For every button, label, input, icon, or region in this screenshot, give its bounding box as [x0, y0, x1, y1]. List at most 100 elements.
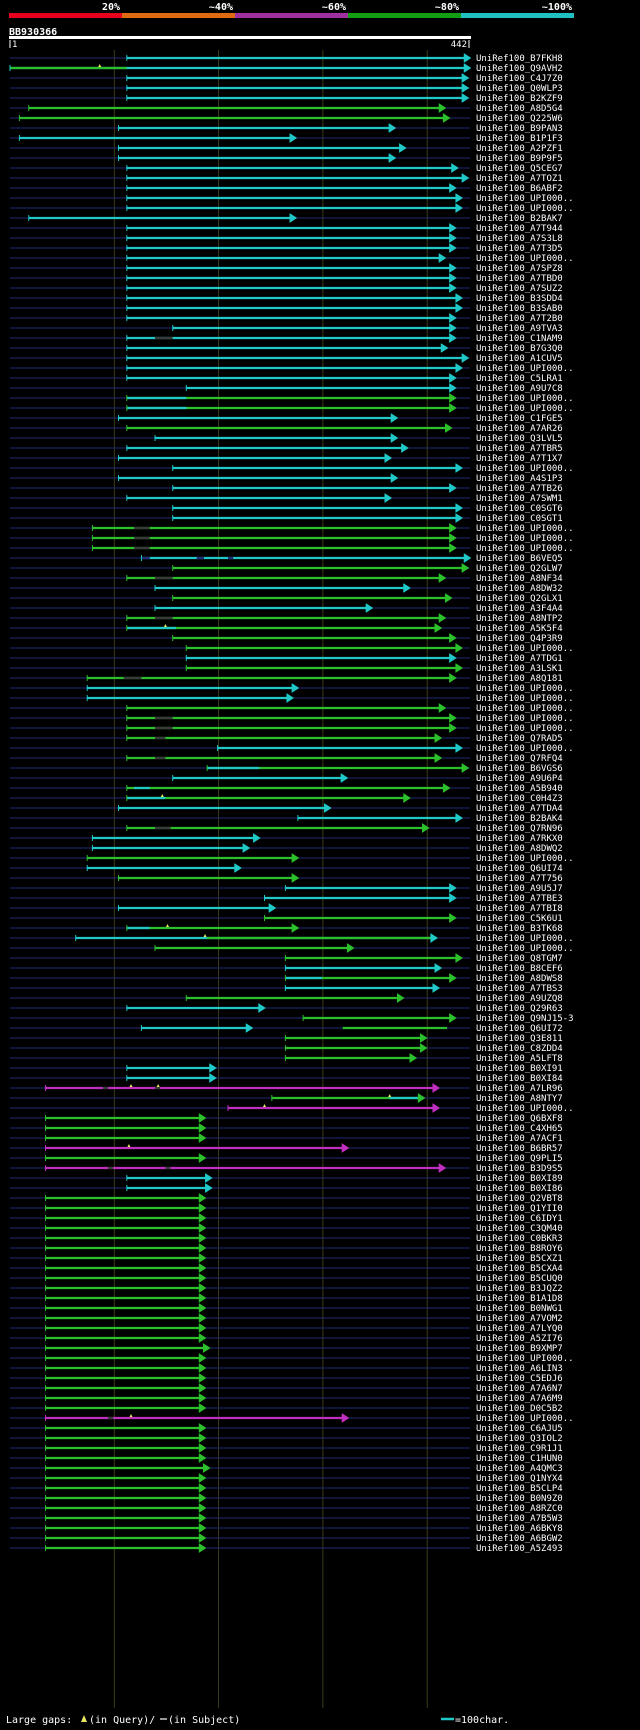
hit-arrow-icon: [438, 253, 447, 263]
hit-arrow-icon: [341, 1413, 350, 1423]
hit-label: UniRef100_UPI000..: [476, 204, 574, 214]
hit-label: UniRef100_UPI000..: [476, 524, 574, 534]
hit-arrow-icon: [434, 623, 443, 633]
hit-row: UniRef100_B5CXA4: [10, 1263, 563, 1274]
hit-label: UniRef100_A8DWQ2: [476, 844, 563, 854]
hit-row: UniRef100_A8NTY7: [10, 1093, 563, 1104]
query-gap-marker-icon: [263, 1104, 267, 1107]
hit-row: UniRef100_A9U7C8: [10, 383, 563, 394]
hit-arrow-icon: [449, 323, 457, 333]
hit-row: UniRef100_C1NAM9: [10, 333, 563, 344]
hit-arrow-icon: [341, 1143, 350, 1153]
hit-arrow-icon: [291, 923, 300, 933]
hit-label: UniRef100_B5CUQ0: [476, 1274, 563, 1284]
hit-label: UniRef100_B7FKH8: [476, 54, 563, 64]
hit-arrow-icon: [434, 753, 443, 763]
hit-row: UniRef100_A7RKX0: [10, 833, 563, 844]
hit-arrow-icon: [198, 1233, 207, 1243]
hit-row: UniRef100_Q9AVH2: [9, 63, 563, 74]
hit-row: UniRef100_Q6UI72: [10, 1023, 563, 1034]
hit-arrow-icon: [449, 913, 457, 923]
hit-row: UniRef100_B1P1F3: [10, 133, 563, 144]
hit-label: UniRef100_A2PZF1: [476, 144, 563, 154]
hit-arrow-icon: [455, 643, 464, 653]
query-gap-marker-icon: [160, 794, 164, 797]
hit-arrow-icon: [205, 1183, 213, 1193]
hit-row: UniRef100_B0XI91: [10, 1063, 563, 1074]
hit-label: UniRef100_C6IDY1: [476, 1214, 563, 1224]
hit-label: UniRef100_B3TK68: [476, 924, 563, 934]
hit-row: UniRef100_Q2GLX1: [10, 593, 563, 604]
hit-label: UniRef100_Q6UI72: [476, 1024, 563, 1034]
hit-arrow-icon: [417, 1093, 426, 1103]
hit-label: UniRef100_Q0WLP3: [476, 84, 563, 94]
hit-arrow-icon: [198, 1543, 207, 1553]
hit-arrow-icon: [388, 153, 397, 163]
hit-arrow-icon: [390, 473, 399, 483]
hit-arrow-icon: [291, 873, 300, 883]
hit-row: UniRef100_UPI000..: [10, 683, 574, 694]
hit-row: UniRef100_A7SPZ8: [10, 263, 563, 274]
hit-row: UniRef100_C5K6U1: [10, 913, 563, 924]
hit-arrow-icon: [449, 483, 457, 493]
hit-label: UniRef100_UPI000..: [476, 934, 574, 944]
hit-arrow-icon: [286, 693, 295, 703]
hit-row: UniRef100_B6VEQ5: [10, 553, 563, 564]
hit-arrow-icon: [198, 1293, 207, 1303]
query-gap-marker-icon: [163, 624, 167, 627]
hit-label: UniRef100_C0BKR3: [476, 1234, 563, 1244]
hit-label: UniRef100_UPI000..: [476, 534, 574, 544]
hit-row: UniRef100_B6VGS6: [10, 763, 563, 774]
hit-label: UniRef100_Q7RN96: [476, 824, 563, 834]
hit-row: UniRef100_B0NWG1: [10, 1303, 563, 1314]
hit-label: UniRef100_Q29R63: [476, 1004, 563, 1014]
hit-arrow-icon: [461, 83, 470, 93]
hit-label: UniRef100_C8ZDD4: [476, 1044, 563, 1054]
hit-arrow-icon: [198, 1513, 207, 1523]
hit-row: UniRef100_B0XI84: [10, 1073, 563, 1084]
hit-row: UniRef100_A9TVA3: [10, 323, 563, 334]
hit-label: UniRef100_C3QM40: [476, 1224, 563, 1234]
hit-label: UniRef100_A7S3L8: [476, 234, 563, 244]
hit-arrow-icon: [198, 1433, 207, 1443]
hit-row: UniRef100_A9U5J7: [10, 883, 563, 894]
hit-arrow-icon: [438, 103, 447, 113]
hit-row: UniRef100_Q7RFQ4: [10, 753, 563, 764]
hit-row: UniRef100_B3SDD4: [10, 293, 563, 304]
hit-row: UniRef100_A2PZF1: [10, 143, 563, 154]
hit-row: UniRef100_Q1YII0: [10, 1203, 563, 1214]
hit-label: UniRef100_B6BR57: [476, 1144, 563, 1154]
hit-arrow-icon: [384, 493, 393, 503]
hit-label: UniRef100_A7TDA4: [476, 804, 563, 814]
hit-arrow-icon: [442, 783, 451, 793]
hit-label: UniRef100_B5CXA4: [476, 1264, 563, 1274]
hit-label: UniRef100_C4J7Z0: [476, 74, 563, 84]
hit-label: UniRef100_Q6UI74: [476, 864, 563, 874]
hit-row: UniRef100_UPI000..: [10, 853, 574, 864]
hit-arrow-icon: [198, 1213, 207, 1223]
identity-label: ~80%: [435, 2, 459, 13]
hit-arrow-icon: [455, 513, 464, 523]
hit-label: UniRef100_A7B5W3: [476, 1514, 563, 1524]
hit-label: UniRef100_A7TB26: [476, 484, 563, 494]
hit-label: UniRef100_D0C5B2: [476, 1404, 563, 1414]
hit-row: UniRef100_C5LRA1: [10, 373, 563, 384]
gap-triangle-icon: [81, 1715, 87, 1722]
hit-label: UniRef100_A7T944: [476, 224, 563, 234]
hit-label: UniRef100_A1CUV5: [476, 354, 563, 364]
hit-arrow-icon: [289, 213, 298, 223]
hit-label: UniRef100_A7ACF1: [476, 1134, 563, 1144]
hit-row: UniRef100_B0N9Z0: [10, 1493, 563, 1504]
hit-label: UniRef100_Q3E811: [476, 1034, 563, 1044]
hit-row: UniRef100_C4J7Z0: [10, 73, 563, 84]
hit-arrow-icon: [323, 803, 332, 813]
hit-row: UniRef100_A7A6M9: [10, 1393, 563, 1404]
gap-legend-query: (in Query)/: [89, 1715, 155, 1726]
hit-arrow-icon: [461, 563, 470, 573]
hit-label: UniRef100_A4S1P3: [476, 474, 563, 484]
hit-row: UniRef100_Q7RN96: [10, 823, 563, 834]
hit-arrow-icon: [409, 1053, 418, 1063]
hit-row: UniRef100_UPI000..: [10, 943, 574, 954]
hit-arrow-icon: [198, 1133, 207, 1143]
hit-arrow-icon: [432, 1103, 441, 1113]
